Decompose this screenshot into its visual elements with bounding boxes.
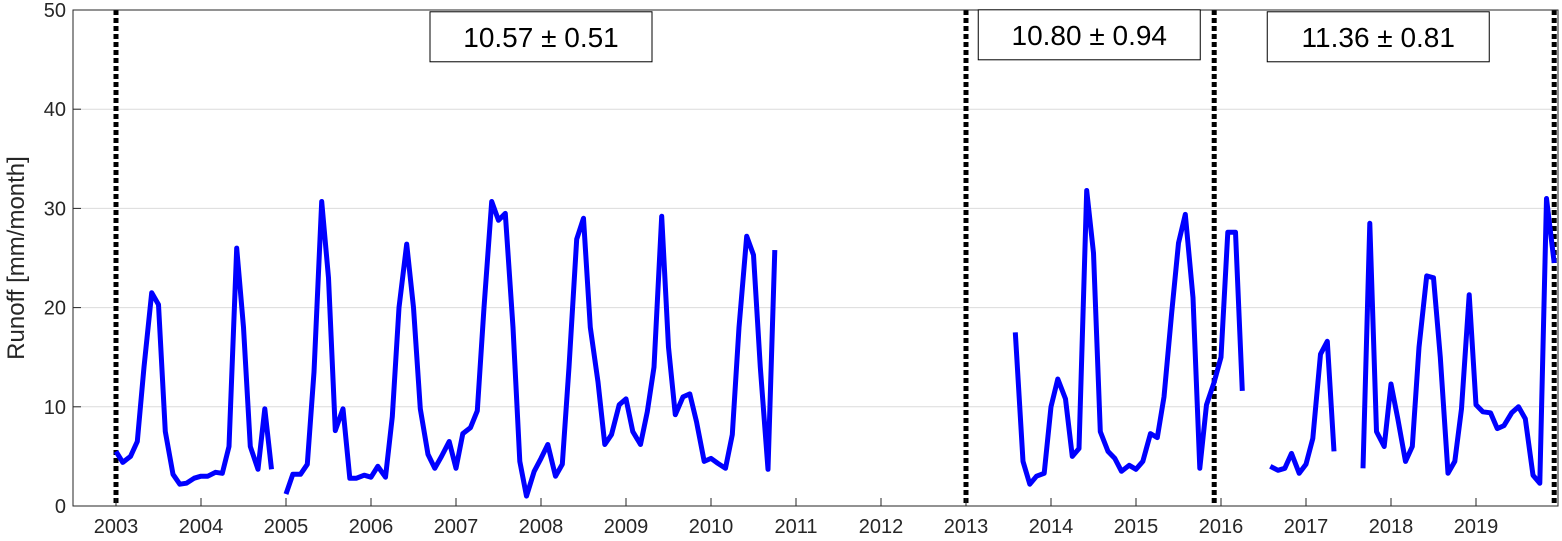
x-tick-label: 2011 bbox=[774, 516, 817, 538]
series-line bbox=[1360, 196, 1557, 486]
x-tick-label: 2008 bbox=[519, 516, 564, 538]
annotation-box bbox=[429, 11, 653, 63]
annotation-label: 11.36 ± 0.81 bbox=[1302, 22, 1455, 53]
x-tick-label: 2003 bbox=[94, 516, 139, 538]
x-tick-label: 2015 bbox=[1114, 516, 1159, 538]
x-tick-label: 2016 bbox=[1199, 516, 1244, 538]
period-dividers bbox=[113, 10, 1557, 506]
x-tick-label: 2019 bbox=[1454, 516, 1499, 538]
x-tick-label: 2018 bbox=[1369, 516, 1414, 538]
annotation-box bbox=[977, 9, 1201, 61]
annotation-box bbox=[1266, 11, 1490, 63]
x-tick-label: 2013 bbox=[944, 516, 989, 538]
y-tick-label: 20 bbox=[44, 298, 66, 320]
x-tick-label: 2014 bbox=[1029, 516, 1074, 538]
y-tick-label: 0 bbox=[55, 496, 66, 518]
y-tick-label: 30 bbox=[44, 198, 66, 220]
series-line bbox=[283, 199, 778, 499]
x-tick-label: 2012 bbox=[859, 516, 904, 538]
axes bbox=[72, 9, 1559, 507]
tick-labels: 0 10 20 30 40 50 2003 2004 2005 2006 2007 2008 2009 2… bbox=[44, 0, 1499, 538]
x-tick-label: 2004 bbox=[179, 516, 224, 538]
y-tick-label: 50 bbox=[44, 0, 66, 22]
x-tick-label: 2009 bbox=[604, 516, 649, 538]
y-tick-label: 40 bbox=[44, 99, 66, 121]
annotations: 10.57 ± 0.51 10.80 ± 0.94 11.36 ± 0.81 bbox=[429, 9, 1490, 63]
series-line bbox=[1012, 188, 1245, 487]
series-line bbox=[1269, 338, 1337, 476]
annotation-label: 10.57 ± 0.51 bbox=[463, 22, 619, 53]
x-tick-label: 2017 bbox=[1284, 516, 1329, 538]
y-axis-label: Runoff [mm/month] bbox=[3, 156, 30, 360]
x-tick-label: 2010 bbox=[689, 516, 734, 538]
y-tick-label: 10 bbox=[44, 397, 66, 419]
x-tick-label: 2005 bbox=[264, 516, 309, 538]
x-tick-label: 2006 bbox=[349, 516, 394, 538]
runoff-series bbox=[113, 188, 1557, 499]
series-line bbox=[113, 245, 274, 487]
x-tick-label: 2007 bbox=[434, 516, 479, 538]
grid-lines bbox=[73, 9, 1558, 408]
plot-frame bbox=[72, 9, 1559, 507]
annotation-label: 10.80 ± 0.94 bbox=[1012, 20, 1168, 51]
